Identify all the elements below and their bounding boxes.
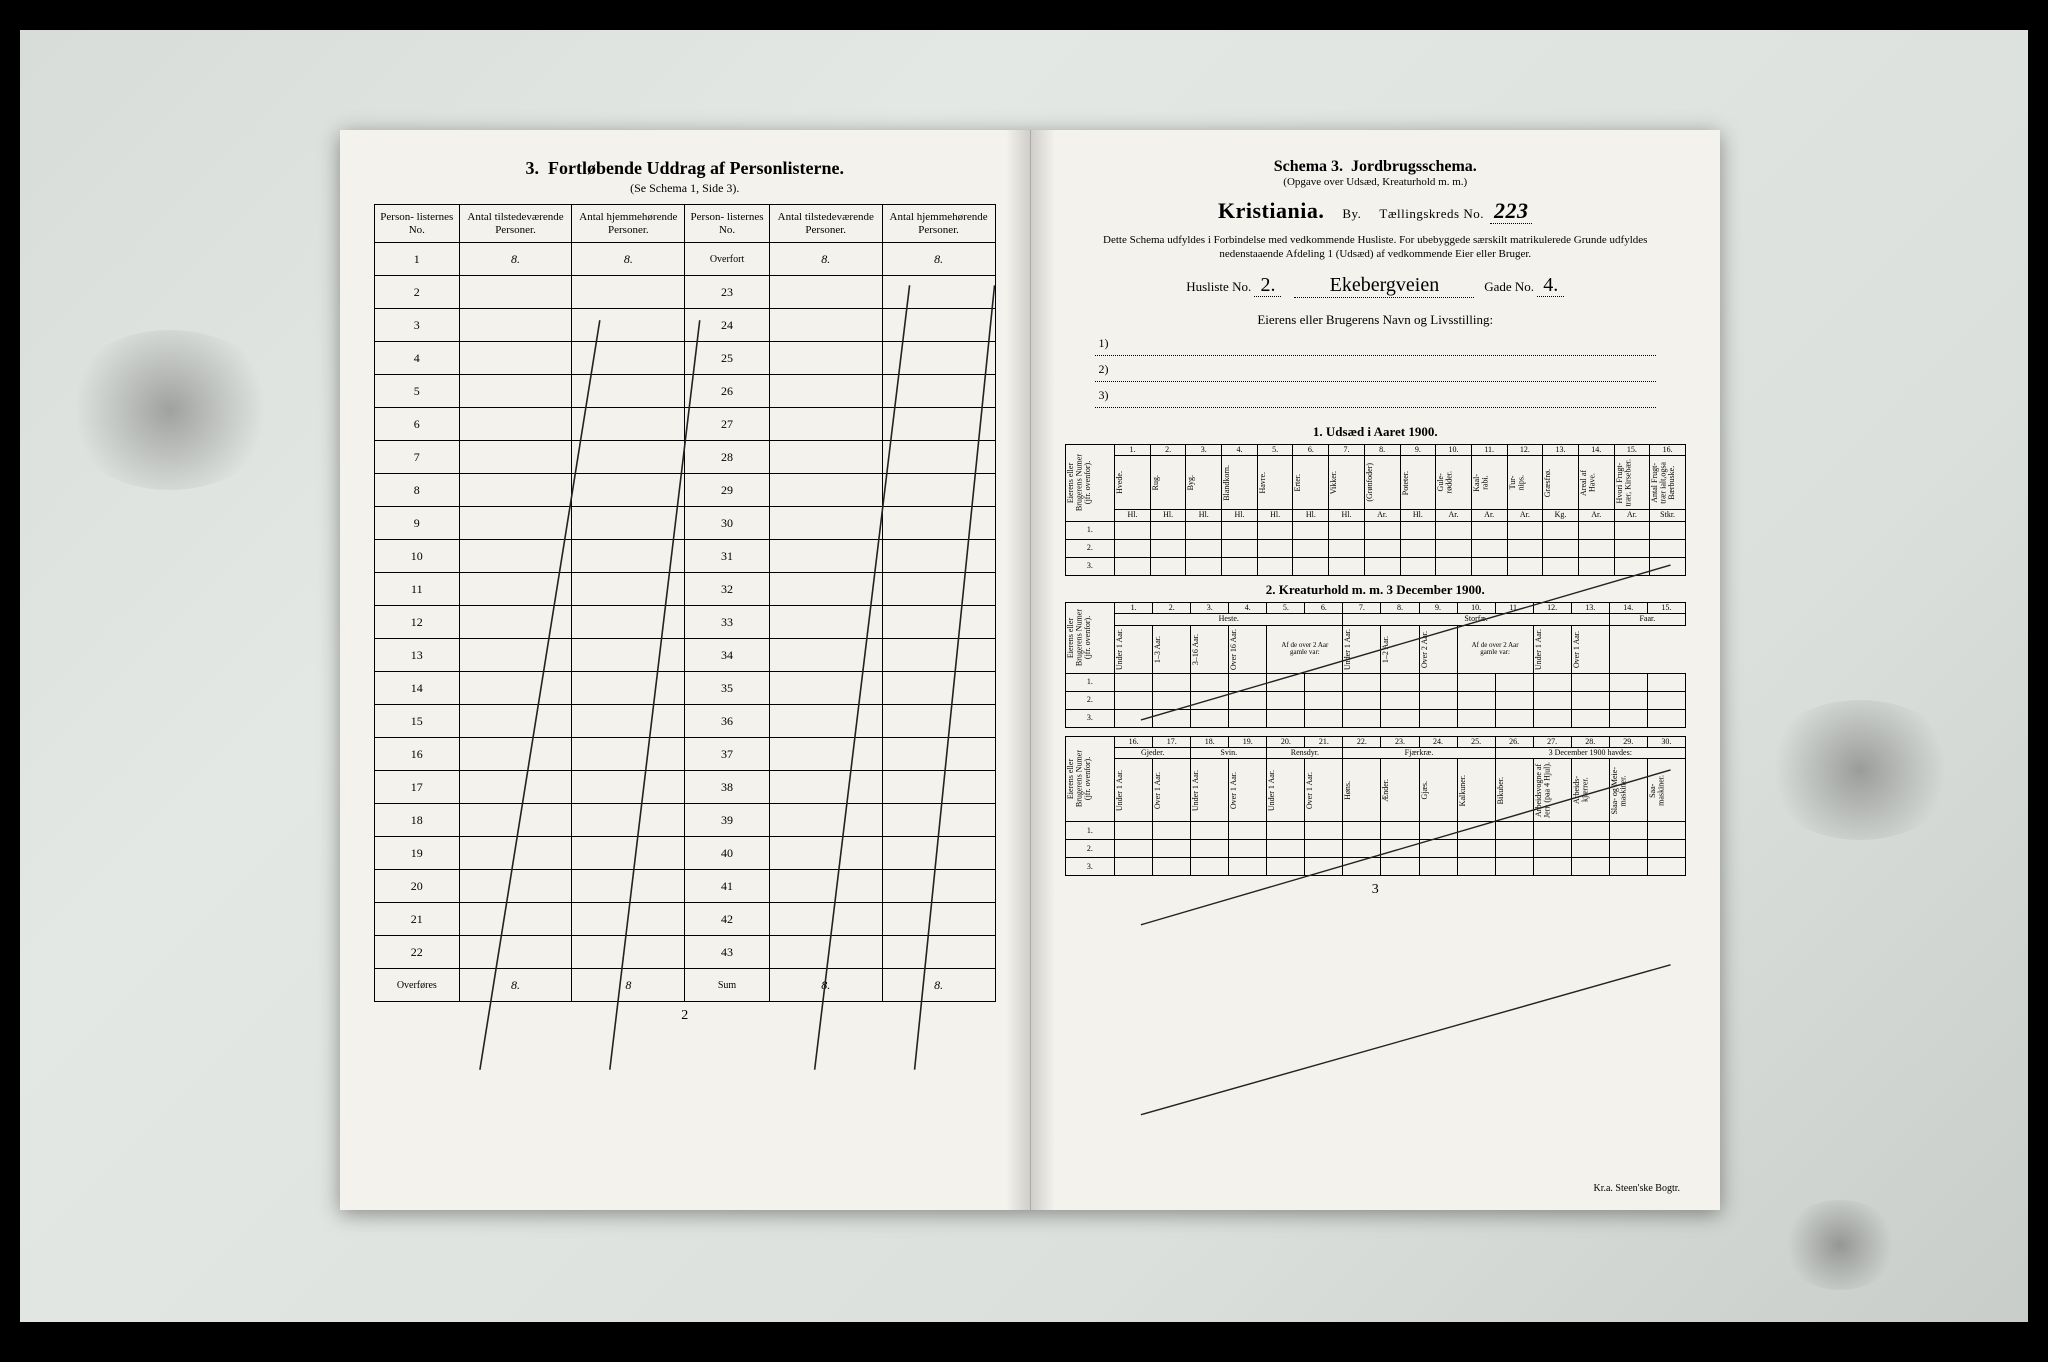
page-left: 3. Fortløbende Uddrag af Personlisterne.… — [340, 130, 1031, 1210]
th-hjemme2: Antal hjemmehørende Personer. — [882, 205, 995, 243]
kreatur-table: Eierens ellerBrugerens Numer(jfr. ovenfo… — [1065, 602, 1687, 728]
person-table: Person- listernes No. Antal tilstedevære… — [374, 204, 996, 1002]
page-number: 2 — [374, 1008, 996, 1024]
smudge — [1760, 700, 1960, 840]
right-subtitle: (Opgave over Udsæd, Kreaturhold m. m.) — [1065, 176, 1687, 188]
owner-line: 3) — [1095, 388, 1657, 408]
document-spread: 3. Fortløbende Uddrag af Personlisterne.… — [340, 130, 1720, 1210]
film-edge — [0, 0, 2048, 30]
left-subtitle: (Se Schema 1, Side 3). — [374, 181, 996, 196]
film-edge — [0, 1322, 2048, 1362]
sec2-title: 2. Kreaturhold m. m. 3 December 1900. — [1065, 582, 1687, 598]
printer-mark: Kr.a. Steen'ske Bogtr. — [1593, 1183, 1680, 1194]
owner-heading: Eierens eller Brugerens Navn og Livsstil… — [1065, 312, 1687, 328]
page-number: 3 — [1065, 882, 1687, 898]
instruction-note: Dette Schema udfyldes i Forbindelse med … — [1085, 234, 1667, 262]
th-no2: Person- listernes No. — [685, 205, 770, 243]
husliste-line: Husliste No. 2. Ekebergveien Gade No. 4. — [1065, 274, 1687, 298]
right-title: Schema 3. Jordbrugsschema. — [1065, 158, 1687, 176]
udsaed-table: Eierens ellerBrugerens Numer(jfr. ovenfo… — [1065, 444, 1687, 576]
film-edge — [0, 0, 20, 1362]
th-hjemme: Antal hjemmehørende Personer. — [572, 205, 685, 243]
th-no: Person- listernes No. — [375, 205, 460, 243]
husliste-no: 2. — [1254, 274, 1281, 297]
owner-line: 1) — [1095, 336, 1657, 356]
section-number: 3. — [526, 158, 540, 178]
film-edge — [2028, 0, 2048, 1362]
kreds-number: 223 — [1490, 198, 1533, 224]
th-tilstede2: Antal tilstedeværende Personer. — [769, 205, 882, 243]
sec1-title: 1. Udsæd i Aaret 1900. — [1065, 424, 1687, 440]
th-tilstede: Antal tilstedeværende Personer. — [459, 205, 572, 243]
owner-line: 2) — [1095, 362, 1657, 382]
smudge — [60, 330, 280, 490]
gade-no: 4. — [1537, 274, 1564, 297]
city-line: Kristiania. By. Tællingskreds No. 223 — [1065, 198, 1687, 224]
smudge — [1780, 1200, 1900, 1290]
kreatur-table-b: Eierens ellerBrugerens Numer(jfr. ovenfo… — [1065, 736, 1687, 877]
left-title: 3. Fortløbende Uddrag af Personlisterne. — [374, 158, 996, 179]
page-right: Schema 3. Jordbrugsschema. (Opgave over … — [1031, 130, 1721, 1210]
street-name: Ekebergveien — [1294, 274, 1474, 298]
owner-lines: 1) 2) 3) — [1095, 336, 1657, 408]
